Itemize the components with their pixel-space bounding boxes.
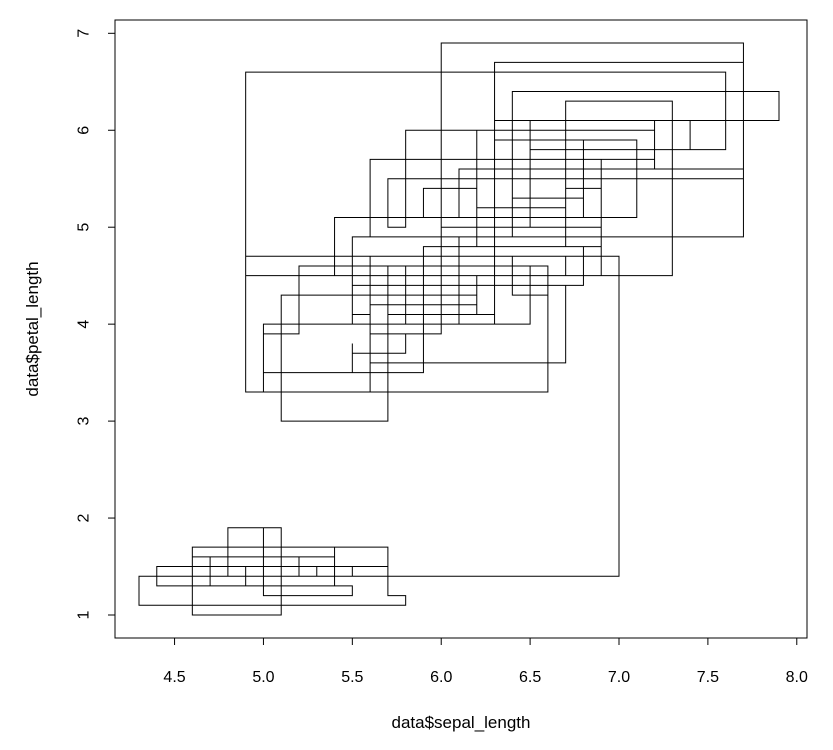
y-tick-label: 2 [76, 514, 93, 523]
plot-frame [114, 19, 808, 639]
x-tick-label: 7.0 [608, 669, 630, 686]
y-tick-label: 1 [76, 610, 93, 619]
y-tick-label: 6 [76, 126, 93, 135]
x-tick-label: 6.5 [519, 669, 541, 686]
x-axis-title: data$sepal_length [392, 713, 531, 732]
x-tick-label: 4.5 [163, 669, 185, 686]
y-tick-label: 5 [76, 223, 93, 232]
y-axis-title: data$petal_length [23, 261, 42, 396]
x-tick-label: 6.0 [430, 669, 452, 686]
y-tick-label: 3 [76, 417, 93, 426]
series-step-line [138, 42, 780, 616]
x-tick-label: 7.5 [697, 669, 719, 686]
x-tick-label: 5.0 [252, 669, 274, 686]
y-axis: 1 2 3 4 5 6 7 [76, 29, 116, 619]
y-tick-label: 4 [76, 320, 93, 329]
y-tick-label: 7 [76, 29, 93, 38]
x-tick-label: 8.0 [786, 669, 808, 686]
x-tick-label: 5.5 [341, 669, 363, 686]
x-axis: 4.5 5.0 5.5 6.0 6.5 7.0 7.5 8.0 [163, 637, 808, 686]
